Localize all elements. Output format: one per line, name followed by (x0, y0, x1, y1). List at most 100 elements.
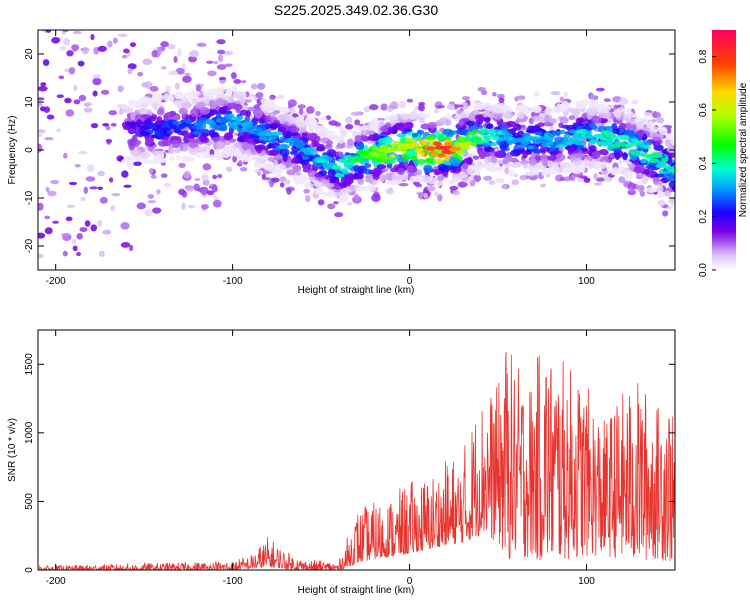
spectrogram-cell (137, 21, 142, 25)
spectrogram-cell (539, 146, 551, 152)
spectrogram-cell (147, 194, 155, 199)
spectrogram-cell (293, 117, 300, 124)
spectrogram-cell (559, 177, 565, 181)
spectrogram-cell (626, 142, 635, 148)
spectrogram-cell (479, 128, 489, 133)
spectrogram-cell (212, 174, 218, 180)
spectrogram-cell (419, 150, 425, 157)
spectrogram-cell (44, 227, 53, 235)
spectrogram-cell (345, 124, 354, 130)
colorbar-tick-label: 0.6 (698, 103, 709, 117)
spectrogram-cell (308, 132, 318, 141)
spectrogram-cell (421, 140, 428, 145)
spectrogram-cell (517, 144, 527, 149)
spectrogram-cell (387, 126, 394, 133)
spectrogram-cell (391, 125, 399, 135)
spectrogram-cell (372, 146, 379, 151)
spectrogram-cell (269, 180, 274, 188)
spectrogram-cell (100, 89, 110, 95)
spectrogram-cell (618, 159, 623, 165)
spectrogram-cell (171, 139, 180, 149)
spectrogram-cell (400, 135, 406, 144)
spectrogram-cell (255, 92, 264, 99)
spectrogram-cell (290, 150, 299, 155)
spectrogram-cell (300, 147, 307, 153)
spectrogram-cell (495, 178, 505, 184)
spectrogram-cell (199, 106, 211, 115)
spectrogram-cell (599, 136, 607, 141)
spectrogram-cell (181, 101, 192, 109)
spectrogram-cell (416, 158, 426, 165)
spectrogram-cell (633, 165, 643, 174)
spectrogram-cell (96, 22, 104, 28)
spectrogram-cell (387, 107, 393, 113)
spectrogram-cell (156, 116, 163, 123)
spectrogram-cell (638, 185, 644, 193)
spectrogram-cell (350, 111, 361, 116)
spectrogram-cell (332, 165, 342, 170)
spectrogram-cell (369, 151, 378, 157)
spectrogram-cell (154, 154, 162, 162)
snr-y-ticks: 0 500 1000 1500 (24, 353, 675, 573)
spectrogram-cell (196, 42, 207, 47)
spectrogram-cell (163, 112, 171, 122)
spectrogram-cell (591, 150, 601, 159)
spectrogram-cell (334, 191, 344, 198)
spectrogram-cell (228, 113, 235, 118)
y-tick-label: 500 (24, 493, 35, 510)
spectrogram-cell (116, 103, 127, 109)
spectrogram-cell (45, 186, 50, 193)
spectrogram-cell (72, 245, 78, 252)
spectrogram-cell (434, 108, 439, 114)
x-tick-label: 0 (407, 576, 413, 587)
spectrogram-cell (109, 177, 114, 183)
spectrogram-x-ticks: -200 -100 0 100 (46, 30, 595, 287)
x-tick-label: -200 (46, 576, 66, 587)
spectrogram-cell (547, 159, 554, 169)
spectrogram-cell (200, 203, 209, 210)
spectrogram-cell (130, 149, 141, 157)
spectrogram-cell (149, 85, 159, 92)
spectrogram-cell (463, 145, 471, 150)
spectrogram-cell (416, 147, 424, 153)
x-tick-label: 100 (578, 276, 595, 287)
spectrogram-cell (62, 30, 69, 33)
spectrogram-cell (371, 193, 381, 202)
spectrogram-cell (327, 168, 336, 178)
spectrogram-cell (287, 118, 296, 124)
spectrogram-cell (539, 138, 548, 144)
spectrogram-cell (125, 122, 136, 127)
x-tick-label: -100 (223, 576, 243, 587)
spectrogram-cell (120, 242, 131, 248)
spectrogram-cell (263, 162, 270, 171)
spectrogram-cell (283, 144, 290, 149)
spectrogram-cell (68, 66, 76, 75)
spectrogram-cell (83, 107, 93, 113)
spectrogram-cell (646, 186, 657, 194)
spectrogram-cell (102, 123, 110, 127)
spectrogram-cell (168, 70, 179, 76)
spectrogram-cell (279, 114, 287, 124)
spectrogram-cell (334, 122, 342, 127)
spectrogram-cell (271, 122, 280, 128)
spectrogram-cell (490, 156, 497, 164)
spectrogram-cell (333, 201, 339, 205)
spectrogram-cell (617, 142, 627, 147)
spectrogram-cell (552, 106, 560, 114)
spectrogram-cell (425, 146, 436, 151)
spectrogram-cell (194, 177, 201, 182)
spectrogram-cell (215, 98, 225, 106)
spectrogram-cell (508, 169, 515, 177)
spectrogram-cell (528, 175, 539, 181)
spectrogram-cell (425, 134, 436, 141)
x-tick-label: 0 (407, 276, 413, 287)
spectrogram-cell (554, 153, 566, 162)
spectrogram-cell (133, 161, 142, 167)
spectrogram-cell (233, 120, 242, 126)
spectrogram-cell (254, 160, 260, 169)
spectrogram-cell (258, 136, 268, 141)
spectrogram-cell (511, 179, 519, 186)
spectrogram-cell (551, 131, 561, 136)
spectrogram-cell (217, 173, 223, 179)
spectrogram-cell (250, 83, 258, 90)
